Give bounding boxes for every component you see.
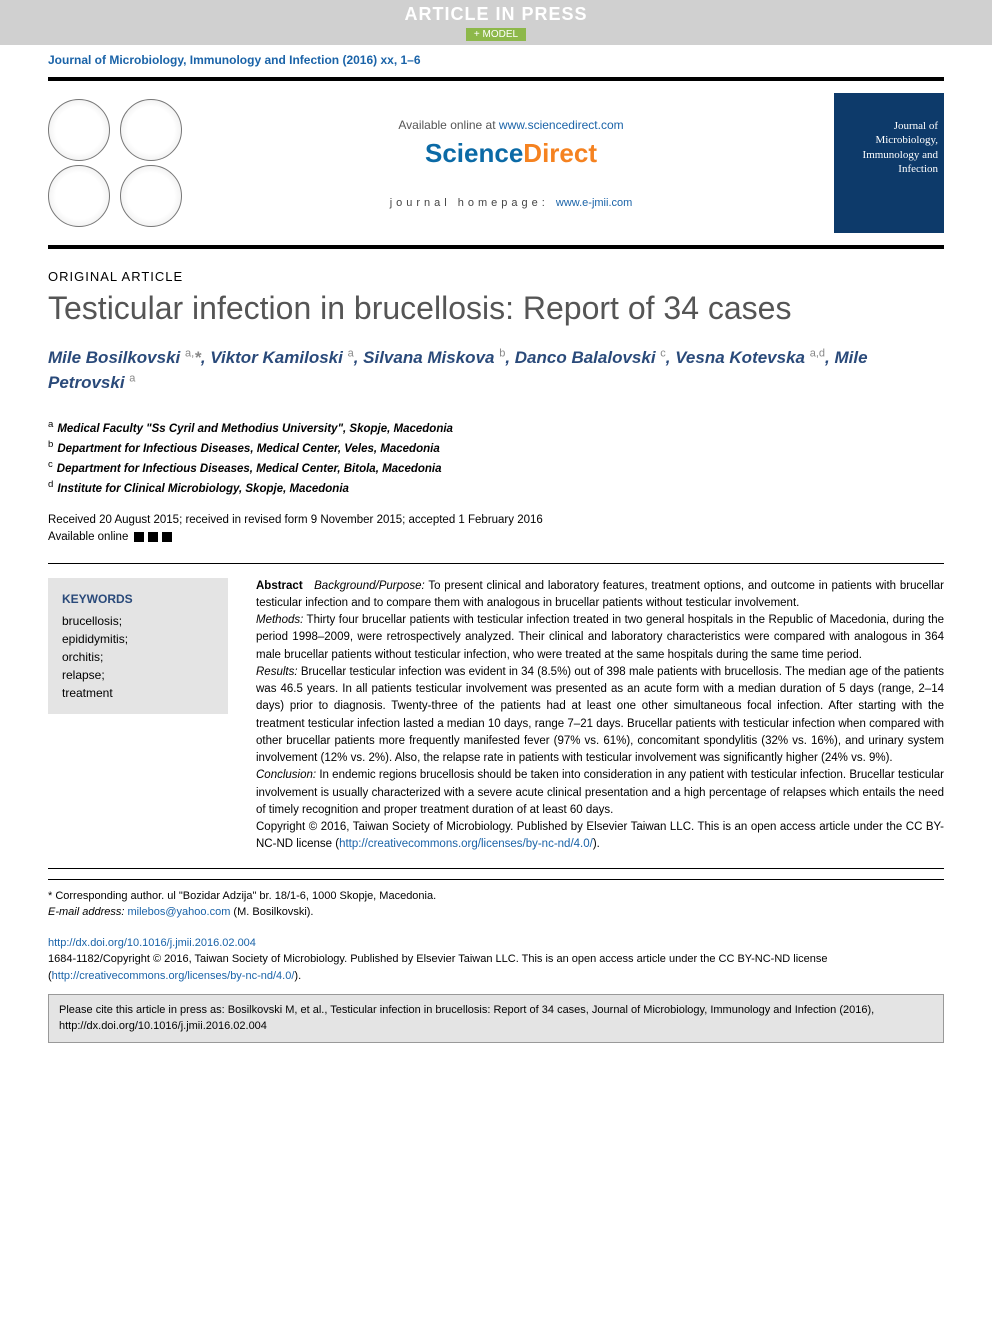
authors-list: Mile Bosilkovski a,*, Viktor Kamiloski a…: [48, 345, 944, 396]
cover-title: Journal of Microbiology, Immunology and …: [840, 119, 938, 176]
keyword-item: treatment: [62, 684, 214, 702]
placeholder-block-icon: [148, 532, 158, 542]
affiliations: aMedical Faculty "Ss Cyril and Methodius…: [48, 418, 944, 498]
affiliation-item: aMedical Faculty "Ss Cyril and Methodius…: [48, 418, 944, 438]
press-banner: ARTICLE IN PRESS + MODEL: [0, 0, 992, 45]
received-dates: Received 20 August 2015; received in rev…: [48, 512, 944, 529]
email-label: E-mail address:: [48, 906, 127, 918]
journal-cover: Journal of Microbiology, Immunology and …: [834, 93, 944, 233]
journal-reference: Journal of Microbiology, Immunology and …: [0, 45, 992, 71]
placeholder-block-icon: [162, 532, 172, 542]
seal-icon: [120, 165, 182, 227]
available-label: Available online at: [398, 118, 499, 132]
license-close: ).: [294, 970, 301, 982]
seal-icon: [48, 99, 110, 161]
article-type: ORIGINAL ARTICLE: [48, 269, 944, 284]
society-seals: [48, 99, 188, 227]
homepage-label: journal homepage:: [390, 197, 556, 209]
journal-homepage: journal homepage: www.e-jmii.com: [208, 197, 814, 209]
available-label: Available online: [48, 531, 128, 543]
email-suffix: (M. Bosilkovski).: [230, 906, 313, 918]
sd-logo-direct: Direct: [523, 138, 597, 168]
header-center: Available online at www.sciencedirect.co…: [208, 118, 814, 209]
keywords-box: KEYWORDS brucellosis;epididymitis;orchit…: [48, 578, 228, 714]
placeholder-block-icon: [134, 532, 144, 542]
available-online-text: Available online at www.sciencedirect.co…: [208, 118, 814, 132]
abstract-license-link[interactable]: http://creativecommons.org/licenses/by-n…: [339, 838, 593, 850]
article-in-press-label: ARTICLE IN PRESS: [0, 4, 992, 25]
model-badge: + MODEL: [466, 28, 526, 41]
license-link[interactable]: http://creativecommons.org/licenses/by-n…: [52, 970, 295, 982]
sciencedirect-link[interactable]: www.sciencedirect.com: [499, 118, 624, 132]
affiliation-item: cDepartment for Infectious Diseases, Med…: [48, 458, 944, 478]
email-link[interactable]: milebos@yahoo.com: [127, 906, 230, 918]
available-online-date: Available online: [48, 529, 944, 546]
doi-link[interactable]: http://dx.doi.org/10.1016/j.jmii.2016.02…: [48, 937, 256, 949]
seal-icon: [48, 165, 110, 227]
journal-homepage-link[interactable]: www.e-jmii.com: [556, 197, 632, 209]
keyword-item: epididymitis;: [62, 630, 214, 648]
keywords-list: brucellosis;epididymitis;orchitis;relaps…: [62, 612, 214, 702]
abstract-block: KEYWORDS brucellosis;epididymitis;orchit…: [48, 563, 944, 869]
sciencedirect-logo: ScienceDirect: [208, 138, 814, 169]
affiliation-item: bDepartment for Infectious Diseases, Med…: [48, 438, 944, 458]
affiliation-item: dInstitute for Clinical Microbiology, Sk…: [48, 478, 944, 498]
seal-icon: [120, 99, 182, 161]
doi-block: http://dx.doi.org/10.1016/j.jmii.2016.02…: [48, 935, 944, 985]
citation-box: Please cite this article in press as: Bo…: [48, 994, 944, 1043]
article-dates: Received 20 August 2015; received in rev…: [48, 512, 944, 547]
keywords-heading: KEYWORDS: [62, 590, 214, 608]
corresponding-author-footer: * Corresponding author. ul "Bozidar Adzi…: [48, 879, 944, 921]
keyword-item: orchitis;: [62, 648, 214, 666]
keyword-item: brucellosis;: [62, 612, 214, 630]
email-line: E-mail address: milebos@yahoo.com (M. Bo…: [48, 904, 944, 921]
cover-subtitle: Journal of: [894, 120, 938, 132]
sd-logo-science: Science: [425, 138, 523, 168]
cover-main-title: Microbiology, Immunology and Infection: [863, 134, 938, 175]
corresponding-address: * Corresponding author. ul "Bozidar Adzi…: [48, 888, 944, 905]
publisher-header: Available online at www.sciencedirect.co…: [48, 77, 944, 249]
article-title: Testicular infection in brucellosis: Rep…: [48, 290, 944, 327]
keyword-item: relapse;: [62, 666, 214, 684]
issn-copyright-line: 1684-1182/Copyright © 2016, Taiwan Socie…: [48, 951, 944, 984]
abstract-text: Abstract Background/Purpose: To present …: [256, 578, 944, 854]
